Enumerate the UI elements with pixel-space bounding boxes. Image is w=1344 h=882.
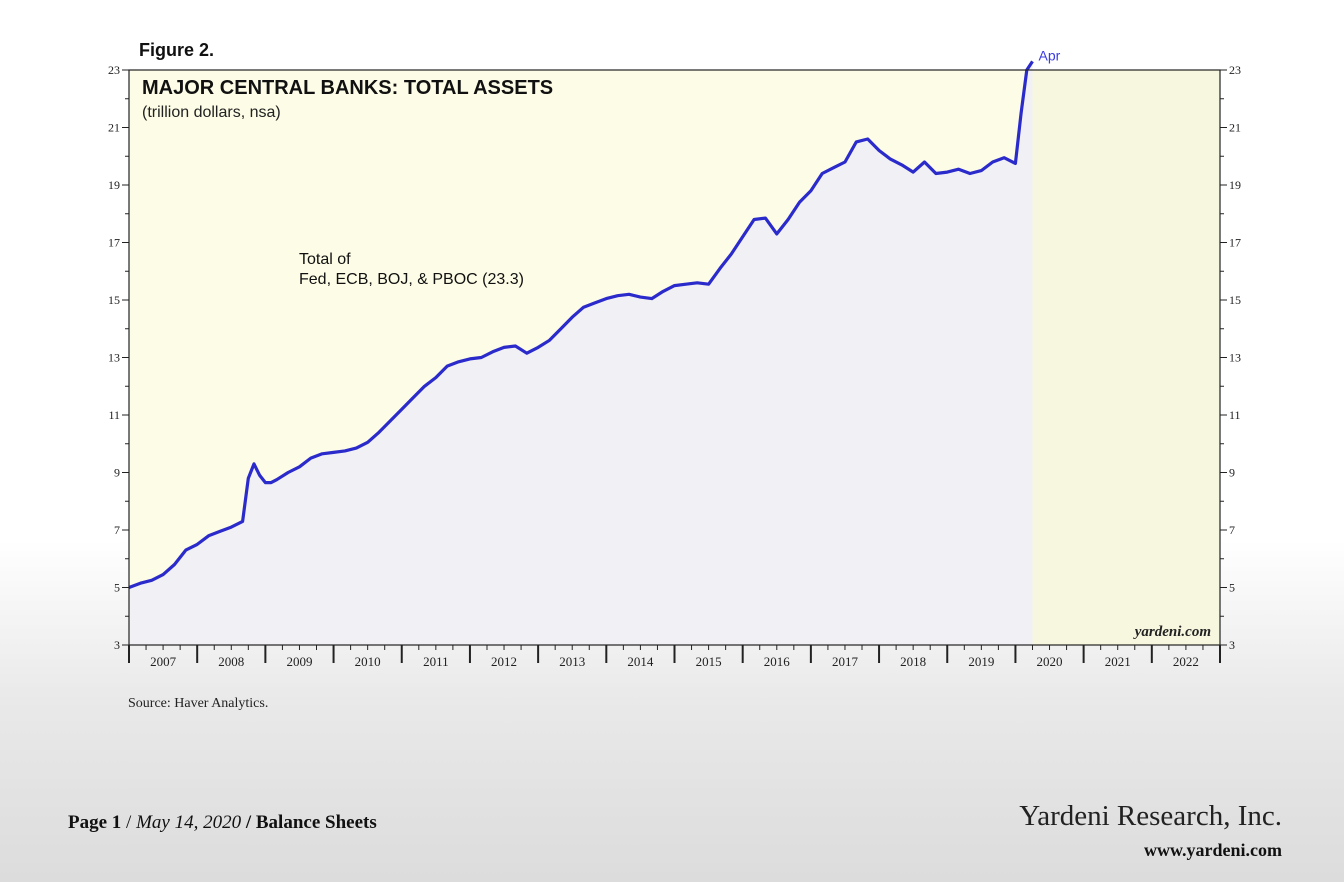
source-note: Source: Haver Analytics. — [128, 696, 268, 711]
x-tick-label: 2009 — [286, 654, 312, 669]
y-tick-label-right: 11 — [1229, 408, 1241, 422]
y-axis-left: 3 5 7 9 11 13 15 17 19 21 23 — [108, 63, 129, 652]
end-point-label: Apr — [1038, 47, 1060, 63]
x-axis: 2007 2008 2009 2010 2011 2012 2013 2014 2015 2016… — [128, 645, 1221, 669]
series-line-total-assets — [128, 60, 1034, 589]
x-tick-label: 2007 — [150, 654, 177, 669]
y-tick-label-right: 5 — [1229, 581, 1235, 595]
series-area-fill — [129, 61, 1033, 645]
x-tick-label: 2012 — [491, 654, 517, 669]
figure-label: Figure 2. — [139, 40, 214, 60]
x-tick-label: 2015 — [696, 654, 722, 669]
x-tick-label: 2011 — [423, 654, 449, 669]
y-tick-label-left: 5 — [114, 581, 120, 595]
watermark: yardeni.com — [1133, 624, 1211, 640]
y-tick-label-left: 13 — [108, 351, 120, 365]
y-tick-label-right: 3 — [1229, 638, 1235, 652]
chart-title: MAJOR CENTRAL BANKS: TOTAL ASSETS — [142, 77, 553, 99]
y-tick-label-left: 11 — [108, 408, 120, 422]
y-tick-label-left: 21 — [108, 121, 120, 135]
x-tick-label: 2022 — [1173, 654, 1199, 669]
series-annotation: Total of Fed, ECB, BOJ, & PBOC (23.3) — [299, 251, 524, 288]
y-axis-right: 3 5 7 9 11 13 15 17 19 21 23 — [1220, 63, 1241, 652]
separator: / — [245, 812, 256, 833]
x-tick-label: 2008 — [218, 654, 244, 669]
y-tick-label-right: 21 — [1229, 121, 1241, 135]
chart-subtitle: (trillion dollars, nsa) — [142, 104, 281, 121]
x-tick-label: 2018 — [900, 654, 926, 669]
footer-page-info: Page 1 / May 14, 2020 / Balance Sheets — [68, 812, 377, 834]
x-tick-label: 2019 — [968, 654, 994, 669]
y-tick-label-right: 17 — [1229, 236, 1241, 250]
x-tick-label: 2017 — [832, 654, 859, 669]
y-tick-label-left: 9 — [114, 466, 120, 480]
separator: / — [126, 812, 137, 833]
y-tick-label-left: 3 — [114, 638, 120, 652]
y-tick-label-right: 7 — [1229, 523, 1235, 537]
x-tick-label: 2013 — [559, 654, 585, 669]
y-tick-label-left: 15 — [108, 293, 120, 307]
report-date: May 14, 2020 — [136, 812, 242, 833]
company-name: Yardeni Research, Inc. — [1019, 800, 1282, 832]
page-number: Page 1 — [68, 812, 122, 833]
x-tick-label: 2014 — [627, 654, 654, 669]
x-tick-label: 2021 — [1105, 654, 1131, 669]
y-tick-label-left: 7 — [114, 523, 120, 537]
annotation-line: Fed, ECB, BOJ, & PBOC (23.3) — [299, 271, 524, 288]
y-tick-label-right: 15 — [1229, 293, 1241, 307]
y-tick-label-left: 17 — [108, 236, 120, 250]
x-tick-label: 2010 — [355, 654, 381, 669]
y-tick-label-right: 13 — [1229, 351, 1241, 365]
annotation-line: Total of — [299, 251, 351, 268]
report-section: Balance Sheets — [255, 812, 377, 833]
y-tick-label-right: 19 — [1229, 178, 1241, 192]
company-website[interactable]: www.yardeni.com — [1144, 840, 1282, 860]
y-tick-label-left: 23 — [108, 63, 120, 77]
x-tick-label: 2016 — [764, 654, 791, 669]
y-tick-label-right: 23 — [1229, 63, 1241, 77]
forecast-shading — [1032, 70, 1220, 645]
y-tick-label-right: 9 — [1229, 466, 1235, 480]
y-tick-label-left: 19 — [108, 178, 120, 192]
x-tick-label: 2020 — [1037, 654, 1063, 669]
